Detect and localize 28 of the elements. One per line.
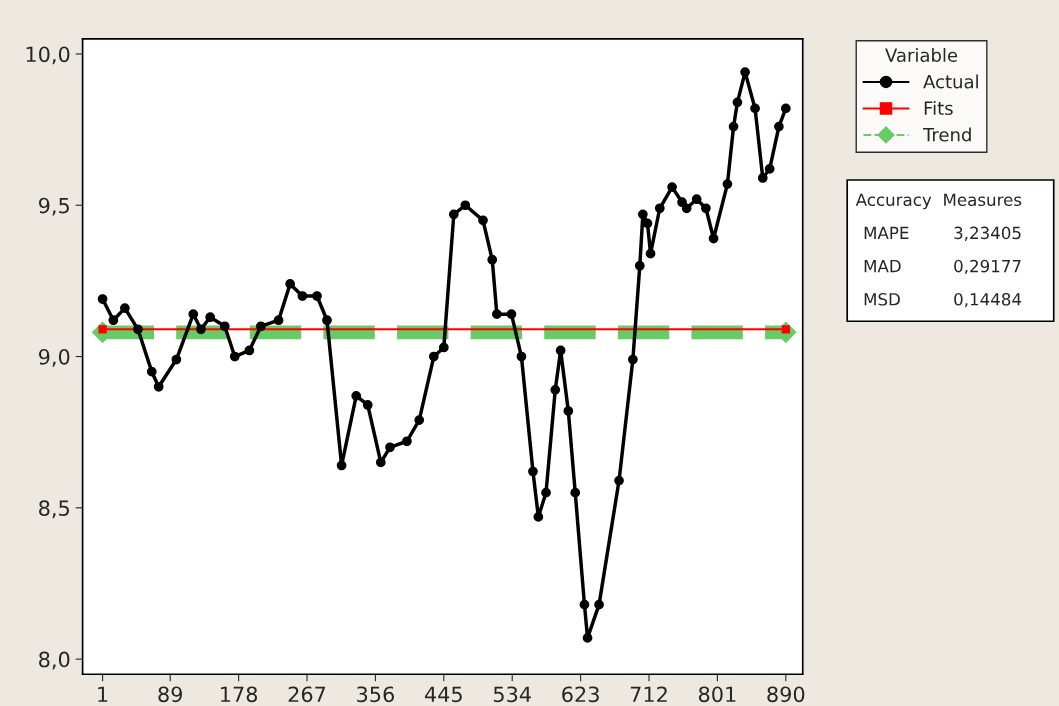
text: MAPE [864,226,909,239]
legend-label: Fits [924,101,953,115]
x-tick-label: 89 [158,686,183,703]
x-tick-label: 1 [98,686,108,702]
text: 0,14484 [954,292,1022,308]
x-tick-label: 623 [562,686,599,703]
text: MSD [864,292,900,306]
x-tick-label: 890 [767,686,805,703]
y-tick-label: 9,5 [38,197,69,216]
x-tick-label: 801 [698,686,736,703]
text: Measures [944,193,1022,207]
x-tick-label: 178 [221,686,258,703]
x-tick-label: 267 [288,686,326,703]
text: 3,23405 [954,226,1021,241]
legend-label: Actual [923,74,978,89]
y-tick-label: 9,0 [38,348,70,367]
legend-label: Trend [922,127,971,142]
y-tick-label: 10,0 [26,46,70,65]
x-tick-label: 445 [424,686,462,703]
x-tick-label: 356 [357,686,394,703]
text: Accuracy [855,193,932,210]
text: 0,29177 [954,259,1021,275]
y-tick-label: 8,0 [39,651,70,670]
x-tick-label: 712 [630,686,667,702]
x-tick-label: 534 [493,686,531,703]
legend-title: Variable [885,48,958,62]
text: MAD [864,260,901,273]
y-tick-label: 8,5 [39,500,69,519]
